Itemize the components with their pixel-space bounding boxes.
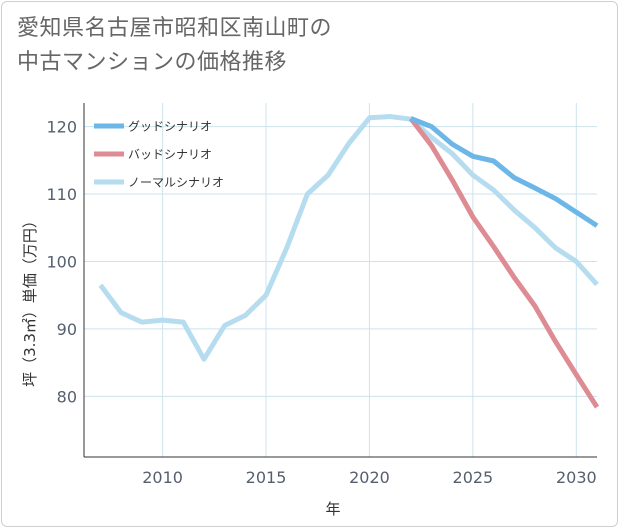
y-tick-label: 90	[57, 320, 77, 339]
x-tick-label: 2010	[142, 468, 183, 487]
y-axis-label: 坪（3.3㎡）単価（万円）	[21, 213, 39, 387]
series-line-3	[98, 114, 599, 362]
legend-label-1: グッドシナリオ	[128, 120, 212, 134]
title-line-2: 中古マンションの価格推移	[17, 50, 288, 75]
x-tick-label: 2020	[349, 468, 390, 487]
axes: 2010 2015 2020 2025 2030 80 90 100 110 120	[46, 103, 597, 487]
series-line-2	[408, 116, 600, 409]
chart-title: 愛知県名古屋市昭和区南山町の 中古マンションの価格推移	[17, 12, 332, 80]
x-axis-label: 年	[325, 500, 340, 518]
series-line-1	[409, 116, 599, 228]
y-tick-label: 80	[57, 387, 77, 406]
legend-label-2: バッドシナリオ	[128, 148, 212, 162]
y-tick-label: 120	[46, 118, 77, 137]
y-tick-label: 100	[46, 252, 77, 271]
series-lines	[98, 114, 600, 409]
grid-lines	[84, 103, 597, 457]
y-tick-label: 110	[46, 185, 77, 204]
title-line-1: 愛知県名古屋市昭和区南山町の	[17, 16, 333, 41]
legend-label-3: ノーマルシナリオ	[128, 176, 224, 190]
x-tick-label: 2015	[246, 468, 287, 487]
x-tick-label: 2030	[556, 468, 597, 487]
x-tick-label: 2025	[453, 468, 494, 487]
